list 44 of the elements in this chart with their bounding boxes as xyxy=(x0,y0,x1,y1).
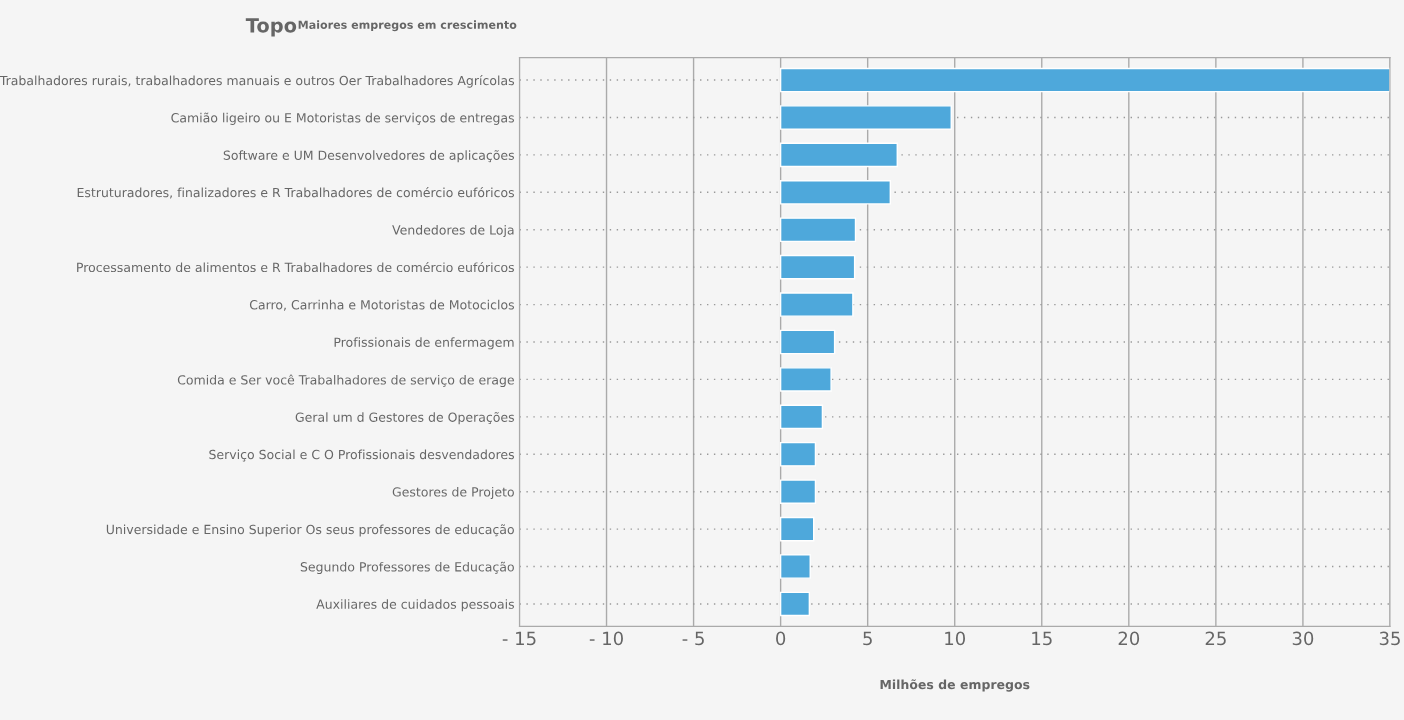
x-tick-label: 35 xyxy=(1379,631,1400,646)
bar xyxy=(779,217,857,243)
y-tick-label: Processamento de alimentos e R Trabalhadores de comércio eufóricos xyxy=(77,261,515,273)
bar xyxy=(779,404,824,430)
x-tick-label: 20 xyxy=(1118,631,1140,646)
bar xyxy=(779,591,811,617)
x-tick-label: 25 xyxy=(1205,631,1226,646)
bar xyxy=(779,516,815,542)
bar xyxy=(779,67,1390,93)
y-tick-label: Software e UM Desenvolvedores de aplicações xyxy=(223,150,514,163)
y-tick-label: Gestores de Projeto xyxy=(392,486,514,500)
y-tick-label: Camião ligeiro ou E Motoristas de serviços de entregas xyxy=(171,112,515,125)
x-tick-label: 0 xyxy=(776,631,786,646)
bar xyxy=(779,554,811,579)
y-tick-label: Profissionais de enfermagem xyxy=(334,337,514,350)
text: Topo xyxy=(245,18,297,37)
text: Maiores empregos em crescimento xyxy=(298,20,517,32)
x-tick-label: - 5 xyxy=(682,631,704,646)
x-tick-label: - 10 xyxy=(589,631,623,646)
bar xyxy=(779,105,952,130)
y-tick-label: Estruturadores, finalizadores e R Trabalhadores de comércio eufóricos xyxy=(77,187,515,199)
y-tick-label: Trabalhadores rurais, trabalhadores manuais e outros Oer Trabalhadores Agrícolas xyxy=(0,75,515,88)
bar xyxy=(779,367,832,392)
y-tick-label: Segundo Professores de Educação xyxy=(300,561,514,574)
x-axis-title: Milhões de empregos xyxy=(880,679,1030,692)
y-tick-label: Vendedores de Loja xyxy=(392,224,514,238)
bar xyxy=(779,254,856,280)
x-tick-label: 5 xyxy=(863,631,872,646)
bar xyxy=(779,142,898,168)
x-tick-label: - 15 xyxy=(502,631,536,646)
bar xyxy=(779,329,836,355)
x-tick-label: 15 xyxy=(1032,631,1052,646)
y-tick-label: Auxiliares de cuidados pessoais xyxy=(316,599,515,612)
y-tick-label: Serviço Social e C O Profissionais desvendadores xyxy=(209,449,514,462)
x-tick-label: 10 xyxy=(945,631,966,646)
bar xyxy=(779,180,891,205)
x-tick-label: 30 xyxy=(1292,631,1314,646)
bar xyxy=(779,292,854,317)
bar xyxy=(779,441,817,467)
y-tick-label: Carro, Carrinha e Motoristas de Motociclos xyxy=(249,299,515,311)
y-tick-label: Geral um d Gestores de Operações xyxy=(295,411,515,425)
y-tick-label: Comida e Ser você Trabalhadores de serviço de erage xyxy=(177,374,514,388)
bar xyxy=(779,479,817,504)
y-tick-label: Universidade e Ensino Superior Os seus professores de educação xyxy=(106,524,514,537)
